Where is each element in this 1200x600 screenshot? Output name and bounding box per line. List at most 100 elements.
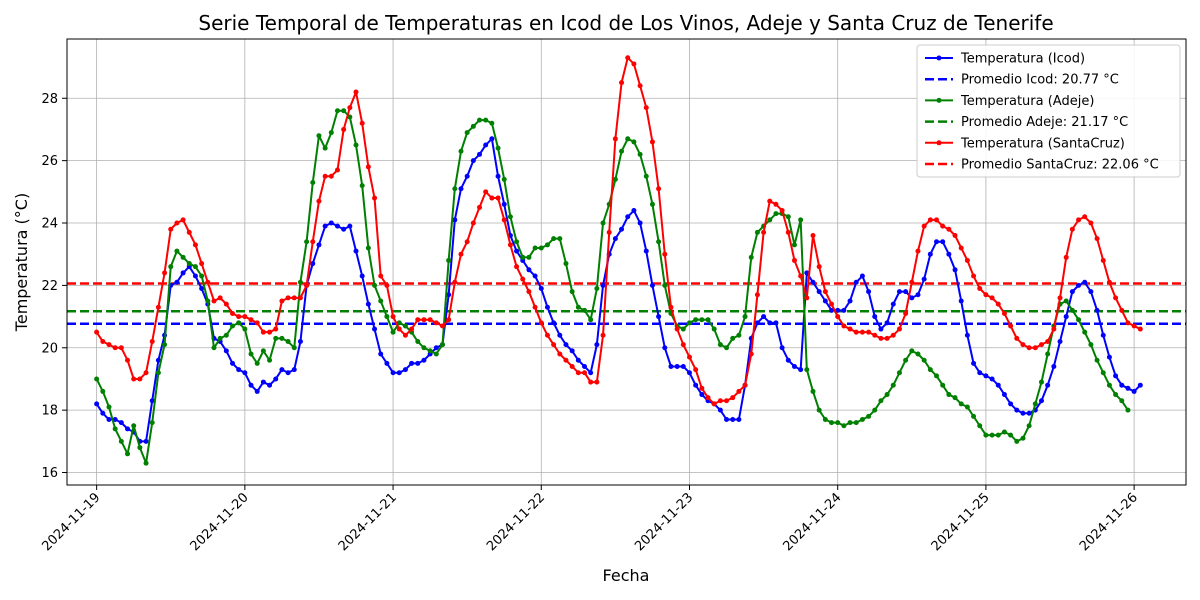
data-point xyxy=(223,301,229,307)
data-point xyxy=(1106,279,1112,285)
data-point xyxy=(1113,392,1119,398)
data-point xyxy=(798,217,804,223)
data-point xyxy=(1106,354,1112,360)
data-point xyxy=(1113,373,1119,379)
data-point xyxy=(291,295,297,301)
data-point xyxy=(952,232,958,238)
data-point xyxy=(384,360,390,366)
data-point xyxy=(779,345,785,351)
data-point xyxy=(205,298,211,304)
data-point xyxy=(316,242,322,248)
data-point xyxy=(353,89,359,95)
data-point xyxy=(637,220,643,226)
data-point xyxy=(248,382,254,388)
data-point xyxy=(267,382,273,388)
data-point xyxy=(446,292,452,298)
data-point xyxy=(1137,382,1143,388)
data-point xyxy=(192,264,198,270)
data-point xyxy=(915,292,921,298)
data-point xyxy=(643,173,649,179)
data-point xyxy=(1063,314,1069,320)
series-group xyxy=(94,55,1143,407)
data-point xyxy=(958,245,964,251)
data-point xyxy=(347,223,353,229)
data-point xyxy=(1057,295,1063,301)
data-point xyxy=(921,276,927,282)
data-point xyxy=(859,417,865,422)
data-point xyxy=(1106,382,1112,388)
data-point xyxy=(989,432,995,438)
data-point xyxy=(1026,423,1032,429)
data-point xyxy=(693,317,699,323)
data-point xyxy=(322,145,328,151)
data-point xyxy=(619,148,625,154)
data-point xyxy=(1094,307,1100,313)
data-point xyxy=(612,236,618,242)
data-point xyxy=(217,295,223,301)
data-point xyxy=(909,295,915,301)
data-point xyxy=(847,298,853,304)
data-point xyxy=(186,261,192,267)
data-point xyxy=(983,292,989,298)
data-point xyxy=(884,320,890,326)
data-point xyxy=(297,339,303,345)
data-point xyxy=(1125,385,1131,391)
data-point xyxy=(532,304,538,310)
data-point xyxy=(730,335,736,341)
data-point xyxy=(934,373,940,379)
data-point xyxy=(446,317,452,323)
data-point xyxy=(829,307,835,313)
data-point xyxy=(341,108,347,114)
data-point xyxy=(532,245,538,251)
data-point xyxy=(1113,295,1119,301)
data-point xyxy=(291,345,297,351)
data-point xyxy=(940,239,946,245)
data-point xyxy=(273,326,279,332)
data-point xyxy=(878,335,884,341)
data-point xyxy=(754,229,760,235)
data-point xyxy=(137,376,143,382)
data-point xyxy=(1014,438,1020,444)
data-point xyxy=(921,223,927,229)
series-group xyxy=(94,136,1143,444)
data-point xyxy=(711,401,717,407)
data-point xyxy=(279,298,285,304)
data-point xyxy=(495,195,501,201)
data-point xyxy=(631,139,637,145)
data-point xyxy=(372,326,378,332)
data-point xyxy=(230,310,235,316)
data-point xyxy=(1038,342,1044,348)
data-point xyxy=(439,342,445,348)
data-point xyxy=(569,289,575,295)
data-point xyxy=(514,264,520,270)
data-point xyxy=(464,239,470,245)
data-point xyxy=(131,376,137,382)
data-point xyxy=(890,332,896,338)
data-point xyxy=(1026,345,1032,351)
data-point xyxy=(841,423,847,429)
data-point xyxy=(297,295,303,301)
data-point xyxy=(248,317,254,323)
data-point xyxy=(649,201,655,207)
data-point xyxy=(810,279,816,285)
data-point xyxy=(538,245,544,251)
data-point xyxy=(742,314,748,320)
data-point xyxy=(143,438,149,444)
data-point xyxy=(1076,282,1082,288)
data-point xyxy=(1020,435,1026,441)
data-point xyxy=(162,342,168,348)
data-point xyxy=(106,417,112,422)
chart-title: Serie Temporal de Temperaturas en Icod d… xyxy=(198,11,1053,35)
data-point xyxy=(866,329,872,335)
data-point xyxy=(526,289,532,295)
data-point xyxy=(964,257,970,263)
data-point xyxy=(1125,407,1131,413)
data-point xyxy=(619,80,625,86)
data-point xyxy=(125,451,131,457)
data-point xyxy=(1119,398,1125,404)
data-point xyxy=(384,282,390,288)
data-point xyxy=(1045,339,1051,345)
data-point xyxy=(458,186,464,192)
data-point xyxy=(934,217,940,223)
data-point xyxy=(316,198,322,204)
